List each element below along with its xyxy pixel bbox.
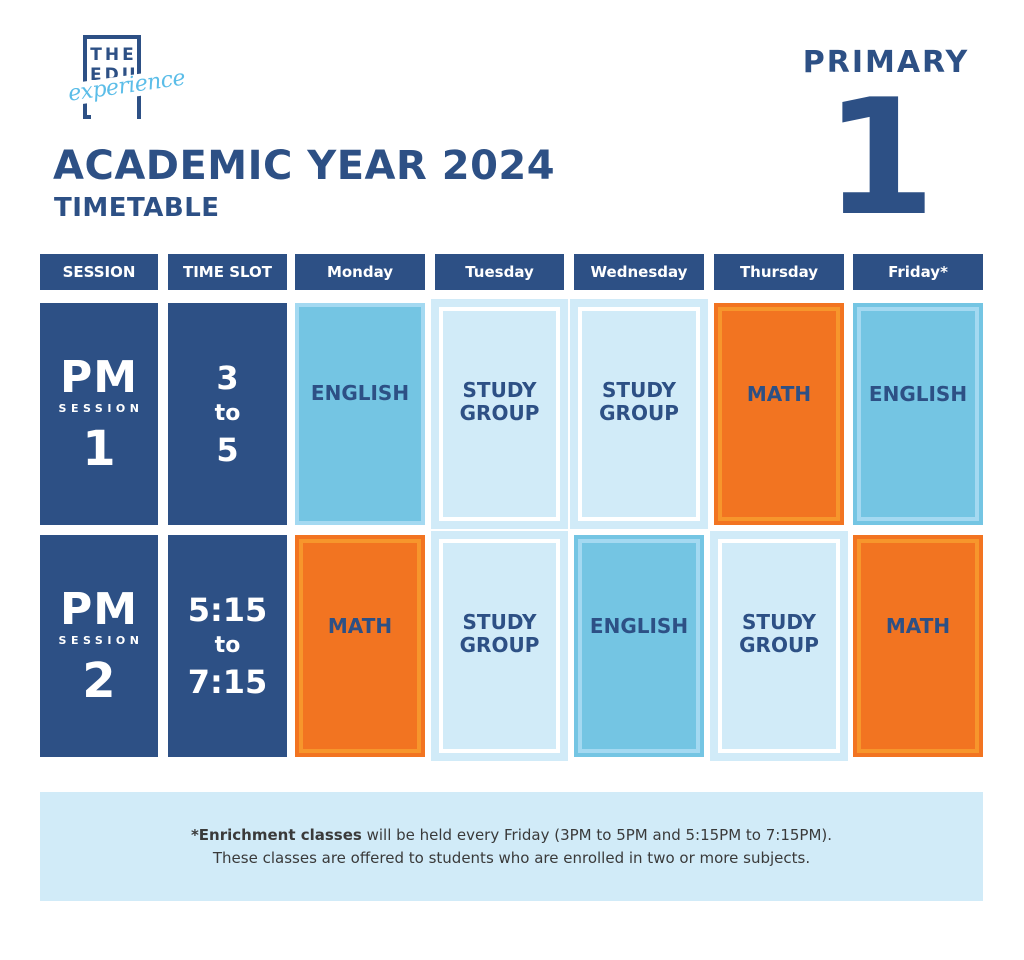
session-prefix: PM bbox=[59, 584, 139, 635]
session-prefix: PM bbox=[59, 352, 139, 403]
time-start: 5:15 bbox=[187, 591, 268, 629]
note-line-1: *Enrichment classes will be held every F… bbox=[191, 824, 832, 847]
time-end: 7:15 bbox=[187, 663, 268, 701]
column-header-time-slot: TIME SLOT bbox=[168, 254, 287, 290]
class-cell-friday-session-2: MATH bbox=[853, 535, 983, 757]
session-number: 1 bbox=[82, 421, 116, 477]
time-start: 3 bbox=[216, 359, 239, 397]
logo-text-the: THE bbox=[90, 45, 137, 65]
subject-label: MATH bbox=[746, 382, 812, 406]
time-end: 5 bbox=[216, 431, 239, 469]
column-header-session: SESSION bbox=[40, 254, 158, 290]
time-separator: to bbox=[214, 633, 241, 658]
time-separator: to bbox=[214, 401, 241, 426]
subject-label-line2: GROUP bbox=[459, 633, 540, 657]
subject-label-line2: GROUP bbox=[459, 401, 540, 425]
subject-label: ENGLISH bbox=[310, 381, 410, 405]
page-subtitle: TIMETABLE bbox=[54, 193, 220, 223]
class-cell-wednesday-session-2: ENGLISH bbox=[574, 535, 704, 757]
note-line-1-rest: will be held every Friday (3PM to 5PM an… bbox=[361, 825, 833, 844]
level-label: PRIMARY bbox=[802, 45, 970, 80]
session-cell-2: PM SESSION 2 bbox=[40, 535, 158, 757]
subject-label-line1: STUDY bbox=[462, 610, 537, 634]
session-word: SESSION bbox=[58, 634, 144, 647]
class-cell-wednesday-session-1: STUDY GROUP bbox=[570, 299, 708, 529]
time-slot-cell-1: 3 to 5 bbox=[168, 303, 287, 525]
column-header-friday: Friday* bbox=[853, 254, 983, 290]
session-number: 2 bbox=[82, 653, 116, 709]
page-title: ACADEMIC YEAR 2024 bbox=[53, 143, 556, 189]
column-header-tuesday: Tuesday bbox=[435, 254, 564, 290]
subject-label-line1: STUDY bbox=[742, 610, 816, 634]
subject-label: ENGLISH bbox=[868, 382, 968, 406]
enrichment-note: *Enrichment classes will be held every F… bbox=[40, 792, 983, 901]
subject-label-line2: GROUP bbox=[739, 633, 819, 657]
class-cell-tuesday-session-1: STUDY GROUP bbox=[431, 299, 568, 529]
note-bold-prefix: *Enrichment classes bbox=[190, 825, 362, 844]
session-word: SESSION bbox=[58, 402, 144, 415]
column-header-thursday: Thursday bbox=[714, 254, 844, 290]
class-cell-thursday-session-2: STUDY GROUP bbox=[710, 531, 848, 761]
class-cell-monday-session-1: ENGLISH bbox=[295, 303, 425, 525]
level-number: 1 bbox=[824, 64, 936, 251]
time-slot-cell-2: 5:15 to 7:15 bbox=[168, 535, 287, 757]
subject-label: MATH bbox=[885, 614, 951, 638]
subject-label: ENGLISH bbox=[589, 614, 689, 638]
subject-label-line1: STUDY bbox=[602, 378, 676, 402]
column-header-wednesday: Wednesday bbox=[574, 254, 704, 290]
class-cell-monday-session-2: MATH bbox=[295, 535, 425, 757]
class-cell-tuesday-session-2: STUDY GROUP bbox=[431, 531, 568, 761]
subject-label-line1: STUDY bbox=[462, 378, 537, 402]
session-cell-1: PM SESSION 1 bbox=[40, 303, 158, 525]
subject-label: MATH bbox=[327, 614, 393, 638]
class-cell-thursday-session-1: MATH bbox=[714, 303, 844, 525]
subject-label-line2: GROUP bbox=[599, 401, 679, 425]
note-line-2: These classes are offered to students wh… bbox=[212, 848, 811, 867]
logo-frame-bottom bbox=[83, 115, 141, 119]
class-cell-friday-session-1: ENGLISH bbox=[853, 303, 983, 525]
column-header-monday: Monday bbox=[295, 254, 425, 290]
